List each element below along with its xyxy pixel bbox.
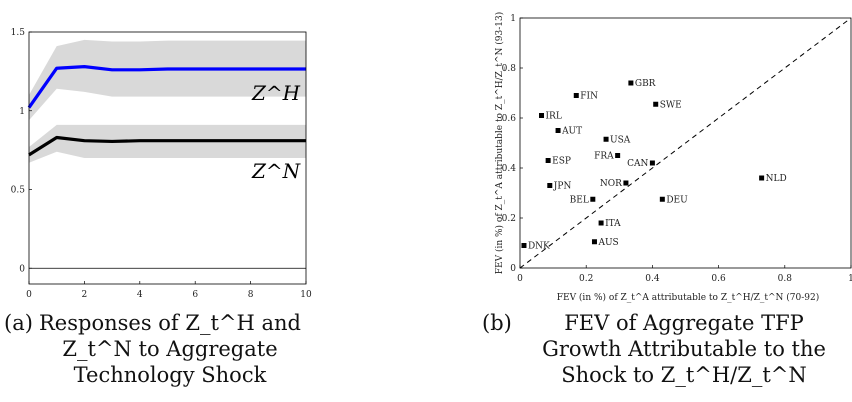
y-tick-label: 0: [19, 264, 25, 274]
point-label-deu: DEU: [666, 195, 688, 205]
point-label-esp: ESP: [552, 157, 571, 167]
point-label-dnk: DNK: [528, 242, 550, 252]
point-aut: [555, 128, 561, 133]
caption-a-line3: Technology Shock: [74, 363, 267, 387]
y-tick-label: 1.5: [11, 28, 26, 38]
series-label-zh-base: Z^H: [251, 81, 301, 105]
point-nor: [623, 180, 629, 186]
caption-b-label: (b): [482, 311, 512, 335]
series-label-zn-base: Z^N: [251, 159, 302, 183]
chart-a: 0 2 4 6 8 10 0 0.5 1 1.5 Z^H Z^N (a) Responses o…: [4, 28, 312, 387]
y-tick-label: 0.2: [502, 214, 516, 224]
x-axis-ticks: 0 0.2 0.4 0.6 0.8 1: [517, 265, 852, 284]
confidence-band-zn: [29, 124, 306, 163]
point-irl: [539, 113, 545, 118]
x-tick-label: 8: [248, 290, 254, 300]
point-label-usa: USA: [610, 135, 631, 145]
point-label-nld: NLD: [766, 174, 787, 184]
point-aus: [591, 239, 597, 245]
point-usa: [603, 136, 609, 142]
point-esp: [545, 158, 551, 163]
plot-frame: [28, 31, 307, 285]
point-dnk: [521, 243, 527, 248]
point-label-gbr: GBR: [635, 79, 656, 89]
point-label-ita: ITA: [605, 219, 621, 229]
y-axis-ticks: 0 0.5 1 1.5: [11, 28, 32, 274]
point-label-aut: AUT: [561, 127, 582, 137]
y-tick-label: 1: [510, 14, 516, 24]
series-line-zh: [27, 65, 306, 109]
point-swe: [653, 101, 659, 107]
y-axis-label: FEV (in %) of Z_t^A attributable to Z_t^…: [494, 12, 505, 274]
caption-a-label: (a): [4, 311, 33, 335]
confidence-bands: [29, 39, 306, 163]
x-tick-label: 0: [517, 274, 523, 284]
point-fra: [615, 153, 621, 158]
x-tick-label: 0.6: [711, 274, 726, 284]
point-jpn: [547, 183, 553, 188]
point-deu: [659, 196, 665, 202]
caption-b-line1: FEV of Aggregate TFP: [564, 311, 804, 335]
y-tick-label: 0.6: [502, 114, 517, 124]
x-tick-label: 0.8: [778, 274, 793, 284]
x-axis-label: FEV (in %) of Z_t^A attributable to Z_t^…: [557, 292, 819, 303]
plot-frame: [519, 17, 852, 269]
chart-b: 0 0.2 0.4 0.6 0.8 1 0 0.2 0.4 0.6 0.8 1 GBR FIN SWE I…: [482, 12, 852, 387]
caption-a-line1: Responses of Z_t^H and: [39, 311, 301, 335]
confidence-band-zh: [29, 39, 306, 121]
x-tick-label: 0.2: [579, 274, 593, 284]
point-label-irl: IRL: [546, 112, 562, 122]
series-lines: [27, 65, 306, 157]
y-tick-label: 0.8: [502, 64, 517, 74]
point-label-swe: SWE: [660, 100, 682, 110]
point-fin: [573, 93, 579, 98]
y-tick-label: 0: [510, 264, 516, 274]
x-tick-label: 0.4: [645, 274, 660, 284]
point-label-can: CAN: [627, 159, 648, 169]
series-label-zh: Z^H: [251, 81, 301, 105]
x-tick-label: 0: [26, 290, 32, 300]
y-tick-label: 1: [19, 107, 25, 117]
y-axis-ticks: 0 0.2 0.4 0.6 0.8 1: [502, 14, 523, 274]
y-tick-label: 0.5: [11, 186, 26, 196]
diagonal-line: [519, 17, 852, 269]
y-tick-label: 0.4: [502, 164, 517, 174]
point-label-fin: FIN: [580, 92, 598, 102]
point-bel: [590, 196, 596, 202]
point-label-fra: FRA: [594, 152, 614, 162]
point-nld: [759, 175, 765, 181]
point-label-aus: AUS: [597, 238, 618, 248]
point-ita: [598, 220, 604, 226]
series-line-zn: [28, 135, 306, 157]
scatter-points: GBR FIN SWE IRL AUT USA FRA ESP CAN NLD JPN NOR BEL D…: [521, 79, 787, 252]
x-axis-ticks: 0 2 4 6 8 10: [26, 281, 312, 300]
point-label-jpn: JPN: [553, 182, 572, 192]
point-label-nor: NOR: [600, 179, 622, 189]
caption-b-line3: Shock to Z_t^H/Z_t^N: [561, 363, 807, 387]
x-tick-label: 2: [82, 290, 88, 300]
x-tick-label: 1: [848, 274, 852, 284]
caption-b-line2: Growth Attributable to the: [542, 337, 826, 361]
caption-a-line2: Z_t^N to Aggregate: [62, 337, 277, 361]
x-tick-label: 4: [137, 290, 143, 300]
x-tick-label: 10: [300, 290, 312, 300]
point-gbr: [628, 80, 634, 86]
point-can: [649, 160, 655, 166]
series-label-zn: Z^N: [251, 159, 302, 183]
point-label-bel: BEL: [570, 195, 589, 205]
x-tick-label: 6: [192, 290, 198, 300]
